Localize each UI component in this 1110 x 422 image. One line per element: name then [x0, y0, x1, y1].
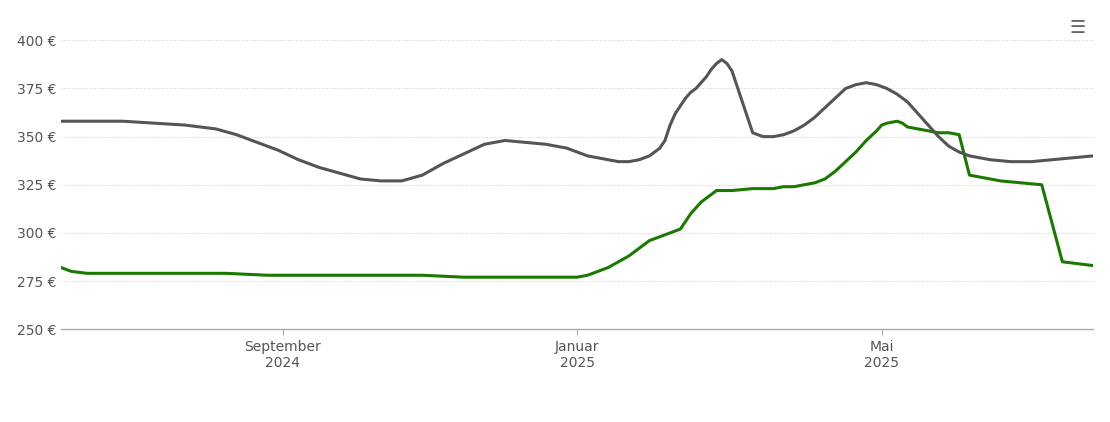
Text: ☰: ☰: [1069, 19, 1086, 37]
Legend: lose Ware, Sackware: lose Ware, Sackware: [452, 420, 703, 422]
